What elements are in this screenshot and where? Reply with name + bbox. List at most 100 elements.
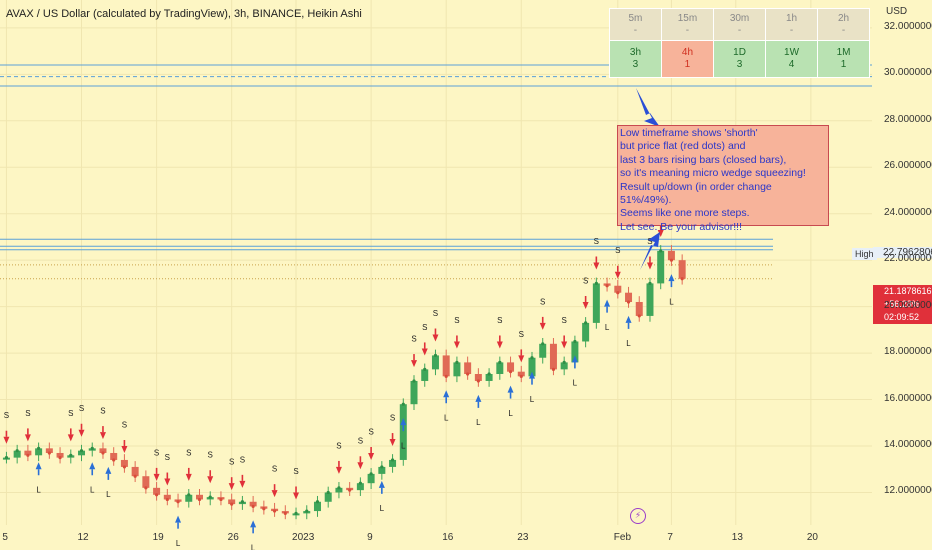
trend-dot: [508, 370, 513, 374]
long-arrow: [475, 394, 482, 402]
short-arrow: [657, 229, 664, 237]
signal-label: S: [25, 409, 30, 418]
short-arrow-stem: [155, 467, 158, 474]
signal-label: S: [154, 448, 159, 457]
current-price-badge: 21.1878616: [873, 285, 932, 298]
x-tick-label: 26: [227, 532, 239, 543]
signal-label: L: [401, 441, 406, 450]
annotation-note[interactable]: Low timeframe shows 'shorth' but price f…: [617, 125, 829, 233]
note-line: Result up/down (in order change 51%/49%)…: [620, 180, 772, 207]
note-line: Low timeframe shows 'shorth': [620, 127, 758, 139]
trend-dot: [326, 490, 330, 495]
signal-label: S: [358, 437, 363, 446]
long-arrow: [571, 355, 578, 363]
signal-label: S: [100, 406, 105, 415]
mtf-row-low: 5m - 15m - 30m - 1h - 2h -: [609, 7, 870, 42]
short-arrow: [368, 452, 375, 460]
y-tick-label: 26.0000000: [884, 160, 932, 172]
signal-label: S: [293, 467, 298, 476]
short-arrow: [389, 439, 396, 447]
candle-body: [378, 466, 386, 474]
short-arrow-stem: [359, 456, 362, 463]
candle-body: [163, 494, 171, 500]
short-arrow-stem: [102, 426, 104, 433]
short-arrow-stem: [617, 265, 619, 272]
short-arrow-stem: [541, 316, 544, 323]
note-line: so it's meaning micro wedge squeezing!: [620, 167, 806, 180]
signal-label: S: [647, 237, 652, 246]
candle-body: [592, 283, 600, 323]
candle-body: [646, 283, 654, 316]
candle-body: [421, 369, 429, 381]
lightning-icon[interactable]: ⚡: [630, 508, 646, 524]
candle-body: [313, 501, 321, 512]
trend-dot: [348, 488, 352, 492]
trend-dot: [487, 372, 491, 376]
trend-dot: [369, 472, 373, 476]
mtf-cell-4h: 4h 1: [660, 40, 715, 78]
candle-body: [110, 452, 118, 460]
change-badge: +56.28%: [873, 298, 932, 311]
long-arrow-stem: [574, 362, 576, 369]
trend-dot: [594, 281, 598, 286]
candle-body: [517, 371, 525, 377]
signal-label: S: [433, 309, 438, 318]
trend-dot: [519, 374, 523, 378]
trend-dot: [390, 458, 395, 462]
trend-dot: [69, 453, 73, 457]
countdown-badge: 02:09:52: [873, 311, 932, 324]
trend-dot: [133, 474, 137, 478]
mtf-cell-2h: 2h -: [817, 7, 870, 42]
short-arrow-stem: [166, 472, 169, 479]
long-arrow: [528, 371, 535, 379]
long-arrow: [400, 418, 407, 426]
long-arrow: [250, 520, 257, 528]
short-arrow: [121, 446, 128, 454]
trend-dot: [251, 504, 255, 509]
mtf-row-high: 3h 3 4h 1 1D 3 1W 4 1M 1: [609, 40, 870, 78]
candle-body: [453, 362, 461, 377]
short-arrow: [293, 492, 300, 500]
x-tick-label: 9: [367, 532, 373, 543]
short-arrow-stem: [187, 467, 190, 474]
short-arrow-stem: [423, 342, 426, 349]
long-arrow-stem: [107, 473, 110, 480]
trend-dot: [90, 446, 94, 450]
short-arrow: [582, 301, 589, 309]
signal-label: S: [615, 246, 620, 255]
trend-dot: [659, 249, 663, 253]
trend-dot: [433, 353, 438, 358]
signal-label: S: [497, 316, 502, 325]
trend-dot: [37, 446, 41, 450]
trend-dot: [626, 300, 631, 304]
signal-label: S: [272, 465, 277, 474]
candle-body: [571, 341, 579, 363]
short-arrow: [518, 355, 525, 363]
trend-dot: [197, 497, 202, 502]
candle-body: [474, 374, 482, 381]
short-arrow: [99, 432, 106, 440]
high-value-badge: 22.7962806: [873, 247, 932, 258]
mtf-cell-3h: 3h 3: [609, 40, 662, 78]
trend-dot: [26, 453, 30, 457]
short-arrow-stem: [209, 470, 212, 477]
x-tick-label: 5: [2, 532, 8, 543]
signal-label: L: [251, 544, 256, 550]
candle-body: [131, 466, 139, 477]
short-arrow-stem: [230, 477, 233, 484]
trend-dot: [680, 277, 684, 281]
annotation-arrow-down: [640, 232, 660, 270]
trend-dot: [272, 509, 277, 513]
signal-label: S: [368, 427, 373, 436]
short-arrow: [357, 462, 364, 470]
candle-body: [13, 450, 21, 458]
signal-label: S: [4, 411, 9, 420]
candle-body: [496, 362, 504, 375]
trend-dot: [358, 481, 362, 485]
signal-label: L: [176, 539, 181, 548]
short-arrow-stem: [563, 335, 565, 342]
short-arrow-stem: [27, 428, 29, 435]
signal-label: S: [594, 237, 599, 246]
short-arrow-stem: [5, 430, 8, 437]
